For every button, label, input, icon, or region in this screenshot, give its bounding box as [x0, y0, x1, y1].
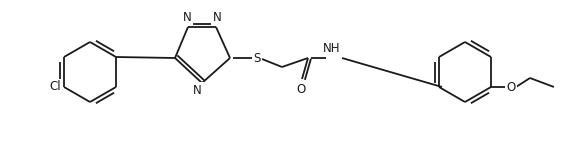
- Text: O: O: [507, 80, 515, 94]
- Text: O: O: [297, 83, 305, 96]
- Text: S: S: [253, 51, 261, 65]
- Text: NH: NH: [324, 42, 340, 55]
- Text: Cl: Cl: [49, 80, 61, 94]
- Text: N: N: [193, 84, 202, 97]
- Text: N: N: [212, 11, 221, 24]
- Text: N: N: [183, 11, 191, 24]
